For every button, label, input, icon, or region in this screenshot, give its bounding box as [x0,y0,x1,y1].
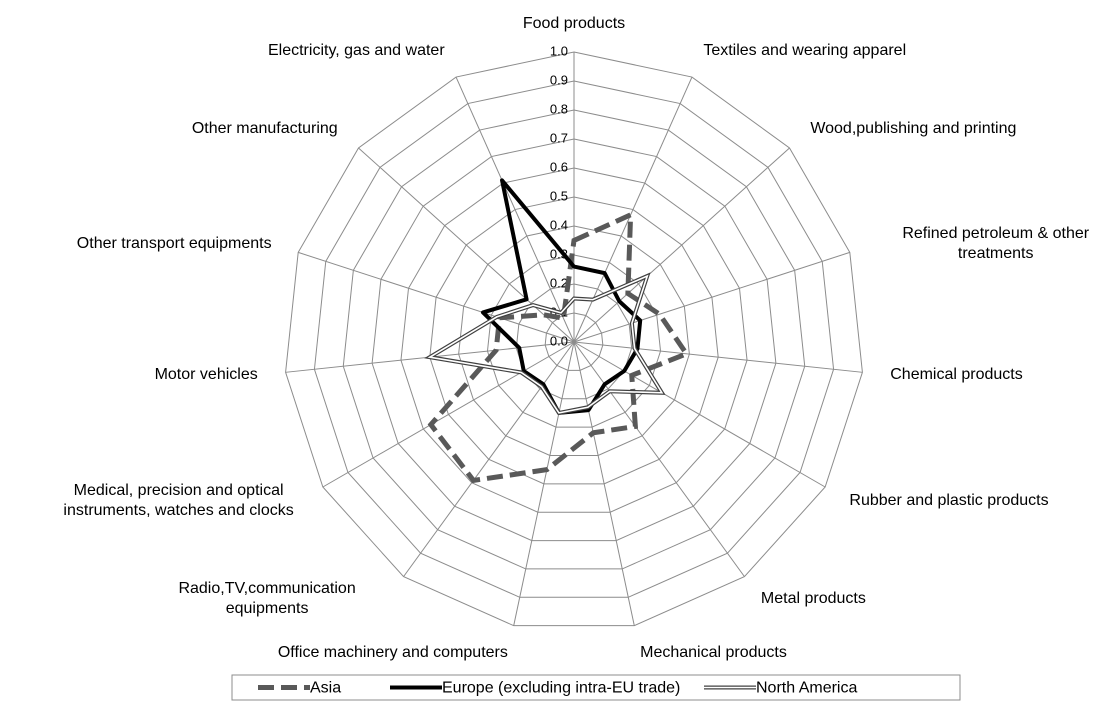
spoke [573,251,850,343]
spoke [403,341,575,577]
r-tick-label: 0.8 [550,101,568,116]
grid-ring [313,80,835,598]
r-tick-label: 0.9 [550,72,568,87]
grid-ring [429,196,719,485]
r-tick-label: 0.7 [550,130,568,145]
series-line-inner [427,274,664,414]
series-line [427,210,691,484]
category-label: Office machinery and computers [277,644,508,662]
category-label: Chemical products [890,366,1023,384]
grid-ring [544,312,604,371]
grid-ring [486,254,662,428]
spoke [573,341,863,373]
r-tick-label: 0.2 [550,275,568,290]
category-label: Mechanical products [640,644,787,662]
spoke [322,341,575,488]
legend-label: Asia [310,680,341,697]
grid-ring [458,225,690,456]
r-tick-label: 0.3 [550,246,568,261]
grid-ring [371,138,777,542]
spoke [573,341,745,577]
category-label: Other manufacturing [191,120,338,138]
category-label: Other transport equipments [76,234,272,252]
r-tick-label: 0.6 [550,159,568,174]
grid-ring [285,51,863,627]
legend-box [231,674,961,701]
legend-label: Europe (excluding intra-EU trade) [442,680,680,697]
r-tick-label: 1.0 [550,43,568,58]
category-label: Rubber and plastic products [849,492,1049,509]
category-label: Radio,TV,communication equipments [178,580,356,618]
category-label: Electricity, gas and water [267,42,445,60]
r-tick-label: 0.0 [550,333,568,348]
grid-ring [400,167,748,513]
spoke [573,341,635,626]
spoke [573,147,790,343]
spoke [513,341,575,626]
spoke [573,76,693,343]
spoke [455,76,575,343]
spoke [298,251,575,343]
r-tick-label: 0.5 [550,188,568,203]
category-label: Metal products [760,590,866,608]
spoke [573,341,826,488]
r-tick-label: 0.4 [550,217,568,232]
category-label: Medical, precision and optical instrumen… [63,482,294,519]
category-label: Refined petroleum & other treatments [902,224,1090,262]
category-label: Food products [522,15,626,32]
spoke [358,147,575,343]
category-label: Wood,publishing and printing [810,120,1017,138]
grid-ring [342,109,806,570]
category-label: Textiles and wearing apparel [703,42,907,60]
category-label: Motor vehicles [154,366,258,384]
legend-label: North America [756,680,857,697]
